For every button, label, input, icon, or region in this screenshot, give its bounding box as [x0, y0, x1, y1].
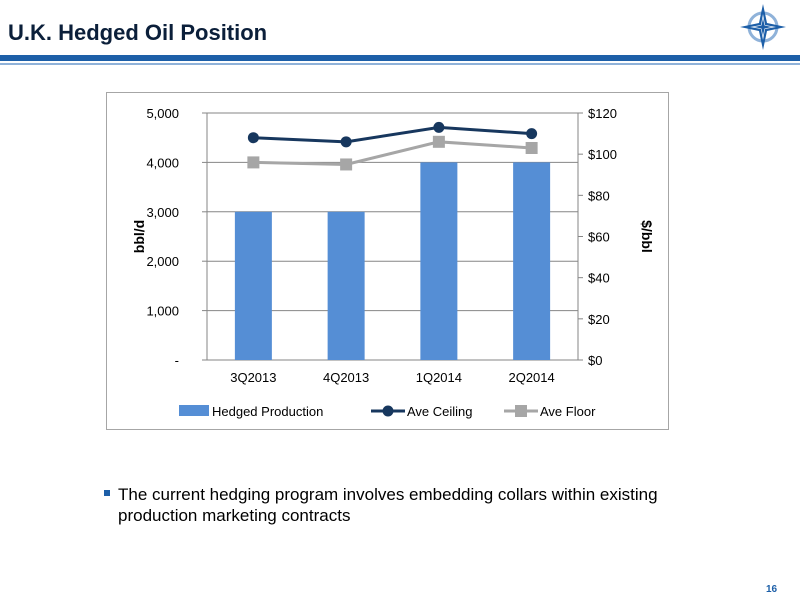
- y2-tick-label: $120: [588, 106, 617, 121]
- point-ave-ceiling: [340, 136, 352, 148]
- y2-tick-label: $0: [588, 353, 602, 368]
- bar-hedged-production: [513, 162, 551, 360]
- y2-tick-label: $80: [588, 188, 610, 203]
- y2-tick-label: $100: [588, 147, 617, 162]
- legend-marker-ave-floor: [515, 405, 527, 417]
- bullet-marker-icon: [104, 490, 110, 496]
- y2-tick-label: $40: [588, 271, 610, 286]
- legend-marker-ave-ceiling: [382, 405, 394, 417]
- y-tick-label: 4,000: [146, 155, 179, 170]
- y2-tick-label: $60: [588, 230, 610, 245]
- point-ave-ceiling: [526, 128, 538, 140]
- chart-frame: - 1,000 2,000 3,000 4,000 5,000 $0 $20 $40 $60 $80…: [106, 92, 669, 430]
- y-tick-label: 3,000: [146, 205, 179, 220]
- point-ave-floor: [432, 135, 445, 148]
- hedged-oil-chart: - 1,000 2,000 3,000 4,000 5,000 $0 $20 $40 $60 $80…: [131, 106, 655, 419]
- line-ave-floor: [253, 140, 532, 166]
- y-axis-title: bbl/d: [131, 220, 147, 253]
- bar-hedged-production: [327, 211, 365, 360]
- legend-label: Ave Ceiling: [407, 404, 473, 419]
- point-ave-ceiling: [433, 121, 445, 133]
- y-tick-label: 1,000: [146, 304, 179, 319]
- x-tick-label: 2Q2014: [508, 370, 554, 385]
- bullet-text: The current hedging program involves emb…: [118, 485, 658, 525]
- y-tick-label: -: [175, 353, 179, 368]
- legend-label: Hedged Production: [212, 404, 323, 419]
- bar-hedged-production: [234, 211, 272, 360]
- x-tick-label: 4Q2013: [323, 370, 369, 385]
- y-tick-label: 2,000: [146, 254, 179, 269]
- x-tick-label: 3Q2013: [230, 370, 276, 385]
- line-ave-ceiling: [253, 125, 532, 144]
- point-ave-floor: [340, 158, 353, 171]
- x-tick-label: 1Q2014: [416, 370, 462, 385]
- y-tick-label: 5,000: [146, 106, 179, 121]
- bar-hedged-production: [420, 162, 458, 360]
- point-ave-floor: [247, 156, 260, 169]
- slide-title: U.K. Hedged Oil Position: [8, 20, 268, 45]
- point-ave-floor: [525, 141, 538, 154]
- y2-tick-label: $20: [588, 312, 610, 327]
- compass-star-logo-icon: [740, 4, 786, 50]
- point-ave-ceiling: [247, 132, 259, 144]
- legend-label: Ave Floor: [540, 404, 596, 419]
- header-rule: [0, 55, 800, 61]
- header-rule-thin: [0, 63, 800, 65]
- page-number: 16: [766, 584, 778, 595]
- legend-swatch-hedged-production: [179, 405, 209, 416]
- y2-axis-title: $/bbl: [639, 220, 655, 253]
